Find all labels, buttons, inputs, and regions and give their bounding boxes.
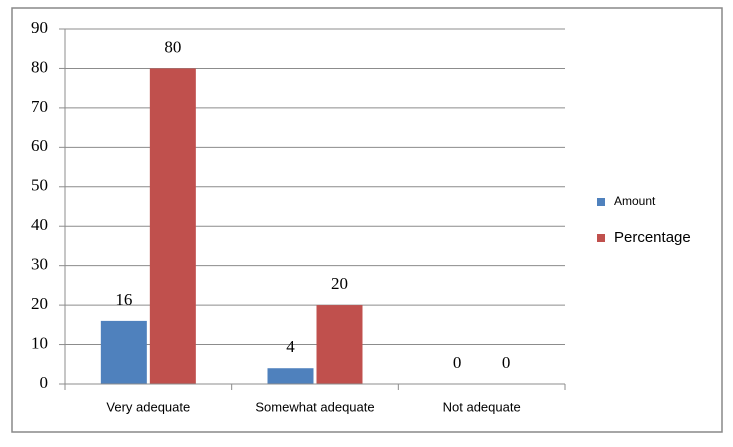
y-tick-label: 80 [31,57,48,76]
legend-label: Percentage [614,229,691,246]
bar [267,368,314,384]
value-label: 0 [502,353,511,372]
x-tick-label: Very adequate [106,399,190,414]
value-label: 20 [331,274,348,293]
y-tick-label: 20 [31,294,48,313]
y-tick-label: 90 [31,18,48,37]
y-tick-label: 70 [31,97,48,116]
y-tick-label: 10 [31,333,48,352]
bar [316,305,363,384]
legend-swatch [597,198,605,206]
y-tick-label: 50 [31,176,48,195]
legend-label: Amount [614,194,656,208]
value-label: 80 [164,37,181,56]
y-tick-label: 40 [31,215,48,234]
bar [100,320,147,384]
y-tick-label: 0 [40,373,49,392]
bar [149,68,196,384]
x-tick-label: Somewhat adequate [255,399,374,414]
y-tick-label: 60 [31,136,48,155]
value-label: 0 [453,353,462,372]
y-tick-label: 30 [31,255,48,274]
value-label: 4 [286,337,295,356]
legend-swatch [597,234,605,242]
value-label: 16 [115,290,132,309]
x-tick-label: Not adequate [443,399,521,414]
